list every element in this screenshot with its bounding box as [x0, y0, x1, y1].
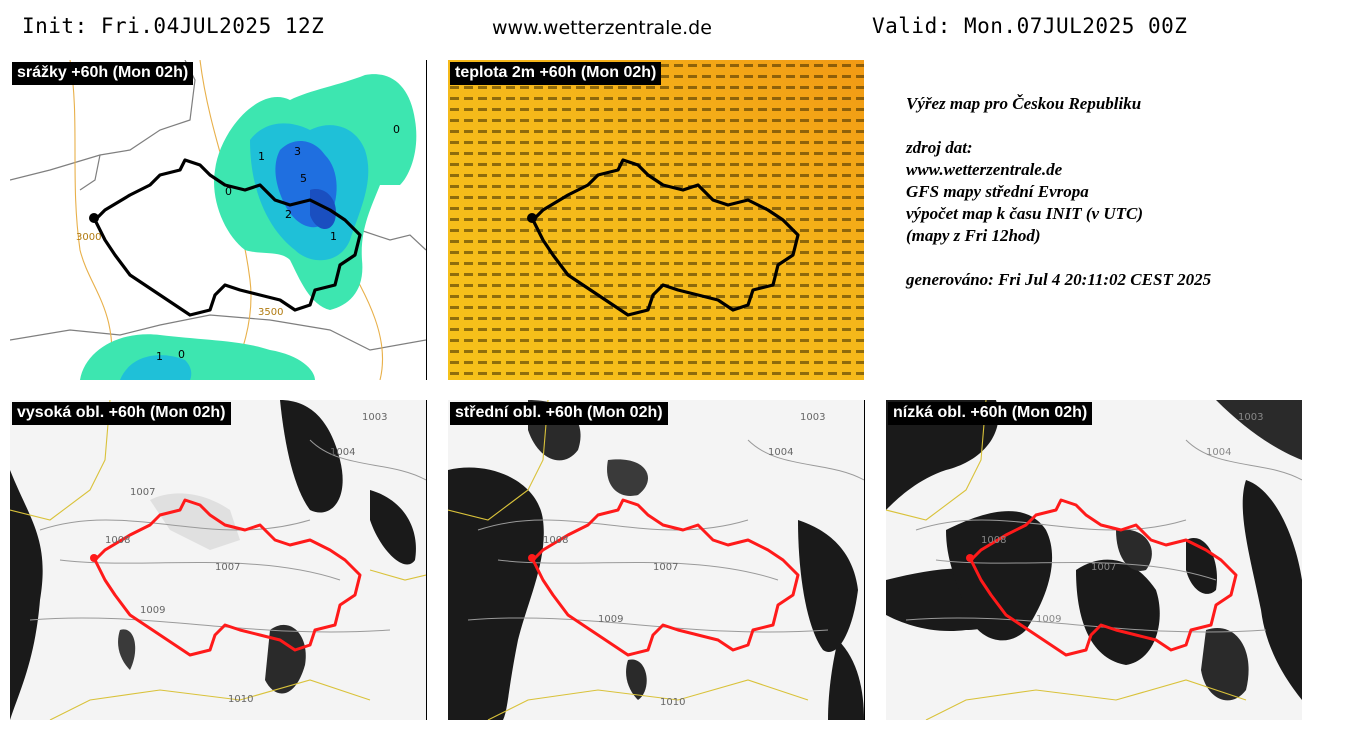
low-cloud-map-panel: 1003 1004 1008 1007 1009 nízká obl. +60h… — [886, 400, 1302, 720]
info-source-run: (mapy z Fri 12hod) — [906, 226, 1041, 245]
svg-text:1003: 1003 — [362, 412, 387, 423]
info-source-model: GFS mapy střední Evropa — [906, 182, 1089, 201]
info-source-label: zdroj dat: — [906, 138, 973, 157]
precip-map-panel: 3000 3500 1 3 5 2 0 1 0 1 0 srážky +60h … — [10, 60, 426, 380]
svg-text:1008: 1008 — [543, 535, 568, 546]
svg-text:2: 2 — [285, 208, 292, 221]
info-title: Výřez map pro Českou Republiku — [906, 94, 1142, 113]
panel-label-mid-cloud: střední obl. +60h (Mon 02h) — [450, 402, 668, 425]
high-cloud-map: 1003 1004 1007 1008 1007 1009 1010 — [10, 400, 426, 720]
mid-cloud-map: 1003 1004 1008 1007 1009 1010 — [448, 400, 864, 720]
temperature-map — [448, 60, 864, 380]
panel-label-high-cloud: vysoká obl. +60h (Mon 02h) — [12, 402, 231, 425]
svg-text:1009: 1009 — [1036, 614, 1061, 625]
mid-cloud-map-panel: 1003 1004 1008 1007 1009 1010 střední ob… — [448, 400, 864, 720]
temperature-map-panel: teplota 2m +60h (Mon 02h) — [448, 60, 864, 380]
svg-text:1004: 1004 — [1206, 447, 1231, 458]
svg-text:0: 0 — [393, 123, 400, 136]
precip-map: 3000 3500 1 3 5 2 0 1 0 1 0 — [10, 60, 426, 380]
svg-text:1004: 1004 — [768, 447, 793, 458]
svg-text:0: 0 — [225, 185, 232, 198]
site-name: www.wetterzentrale.de — [492, 17, 712, 39]
divider — [864, 400, 865, 720]
info-source-calc: výpočet map k času INIT (v UTC) — [906, 204, 1144, 223]
high-cloud-map-panel: 1003 1004 1007 1008 1007 1009 1010 vysok… — [10, 400, 426, 720]
svg-text:1007: 1007 — [1091, 562, 1116, 573]
svg-text:0: 0 — [178, 348, 185, 361]
svg-text:1009: 1009 — [140, 605, 165, 616]
valid-time: Valid: Mon.07JUL2025 00Z — [872, 14, 1188, 38]
svg-text:1008: 1008 — [105, 535, 130, 546]
svg-text:1007: 1007 — [215, 562, 240, 573]
panel-label-low-cloud: nízká obl. +60h (Mon 02h) — [888, 402, 1093, 425]
svg-text:1003: 1003 — [800, 412, 825, 423]
divider — [426, 400, 427, 720]
svg-text:1010: 1010 — [660, 697, 685, 708]
info-block: Výřez map pro Českou Republiku zdroj dat… — [906, 93, 1326, 291]
svg-text:1008: 1008 — [981, 535, 1006, 546]
info-source-site: www.wetterzentrale.de — [906, 160, 1063, 179]
contour-label: 3000 — [76, 232, 101, 243]
svg-text:5: 5 — [300, 172, 307, 185]
low-cloud-map: 1003 1004 1008 1007 1009 — [886, 400, 1302, 720]
svg-text:1007: 1007 — [130, 487, 155, 498]
precip-values: 1 3 5 2 0 1 0 1 0 — [156, 123, 400, 363]
svg-text:1004: 1004 — [330, 447, 355, 458]
divider — [426, 60, 427, 380]
init-time: Init: Fri.04JUL2025 12Z — [22, 14, 325, 38]
panel-label-temperature: teplota 2m +60h (Mon 02h) — [450, 62, 662, 85]
svg-text:3: 3 — [294, 145, 301, 158]
svg-text:1: 1 — [330, 230, 337, 243]
svg-text:1: 1 — [156, 350, 163, 363]
svg-text:1003: 1003 — [1238, 412, 1263, 423]
contour-label: 3500 — [258, 307, 283, 318]
svg-text:1007: 1007 — [653, 562, 678, 573]
info-generated: generováno: Fri Jul 4 20:11:02 CEST 2025 — [906, 270, 1212, 289]
svg-text:1010: 1010 — [228, 694, 253, 705]
panel-label-precip: srážky +60h (Mon 02h) — [12, 62, 194, 85]
svg-text:1009: 1009 — [598, 614, 623, 625]
svg-text:1: 1 — [258, 150, 265, 163]
